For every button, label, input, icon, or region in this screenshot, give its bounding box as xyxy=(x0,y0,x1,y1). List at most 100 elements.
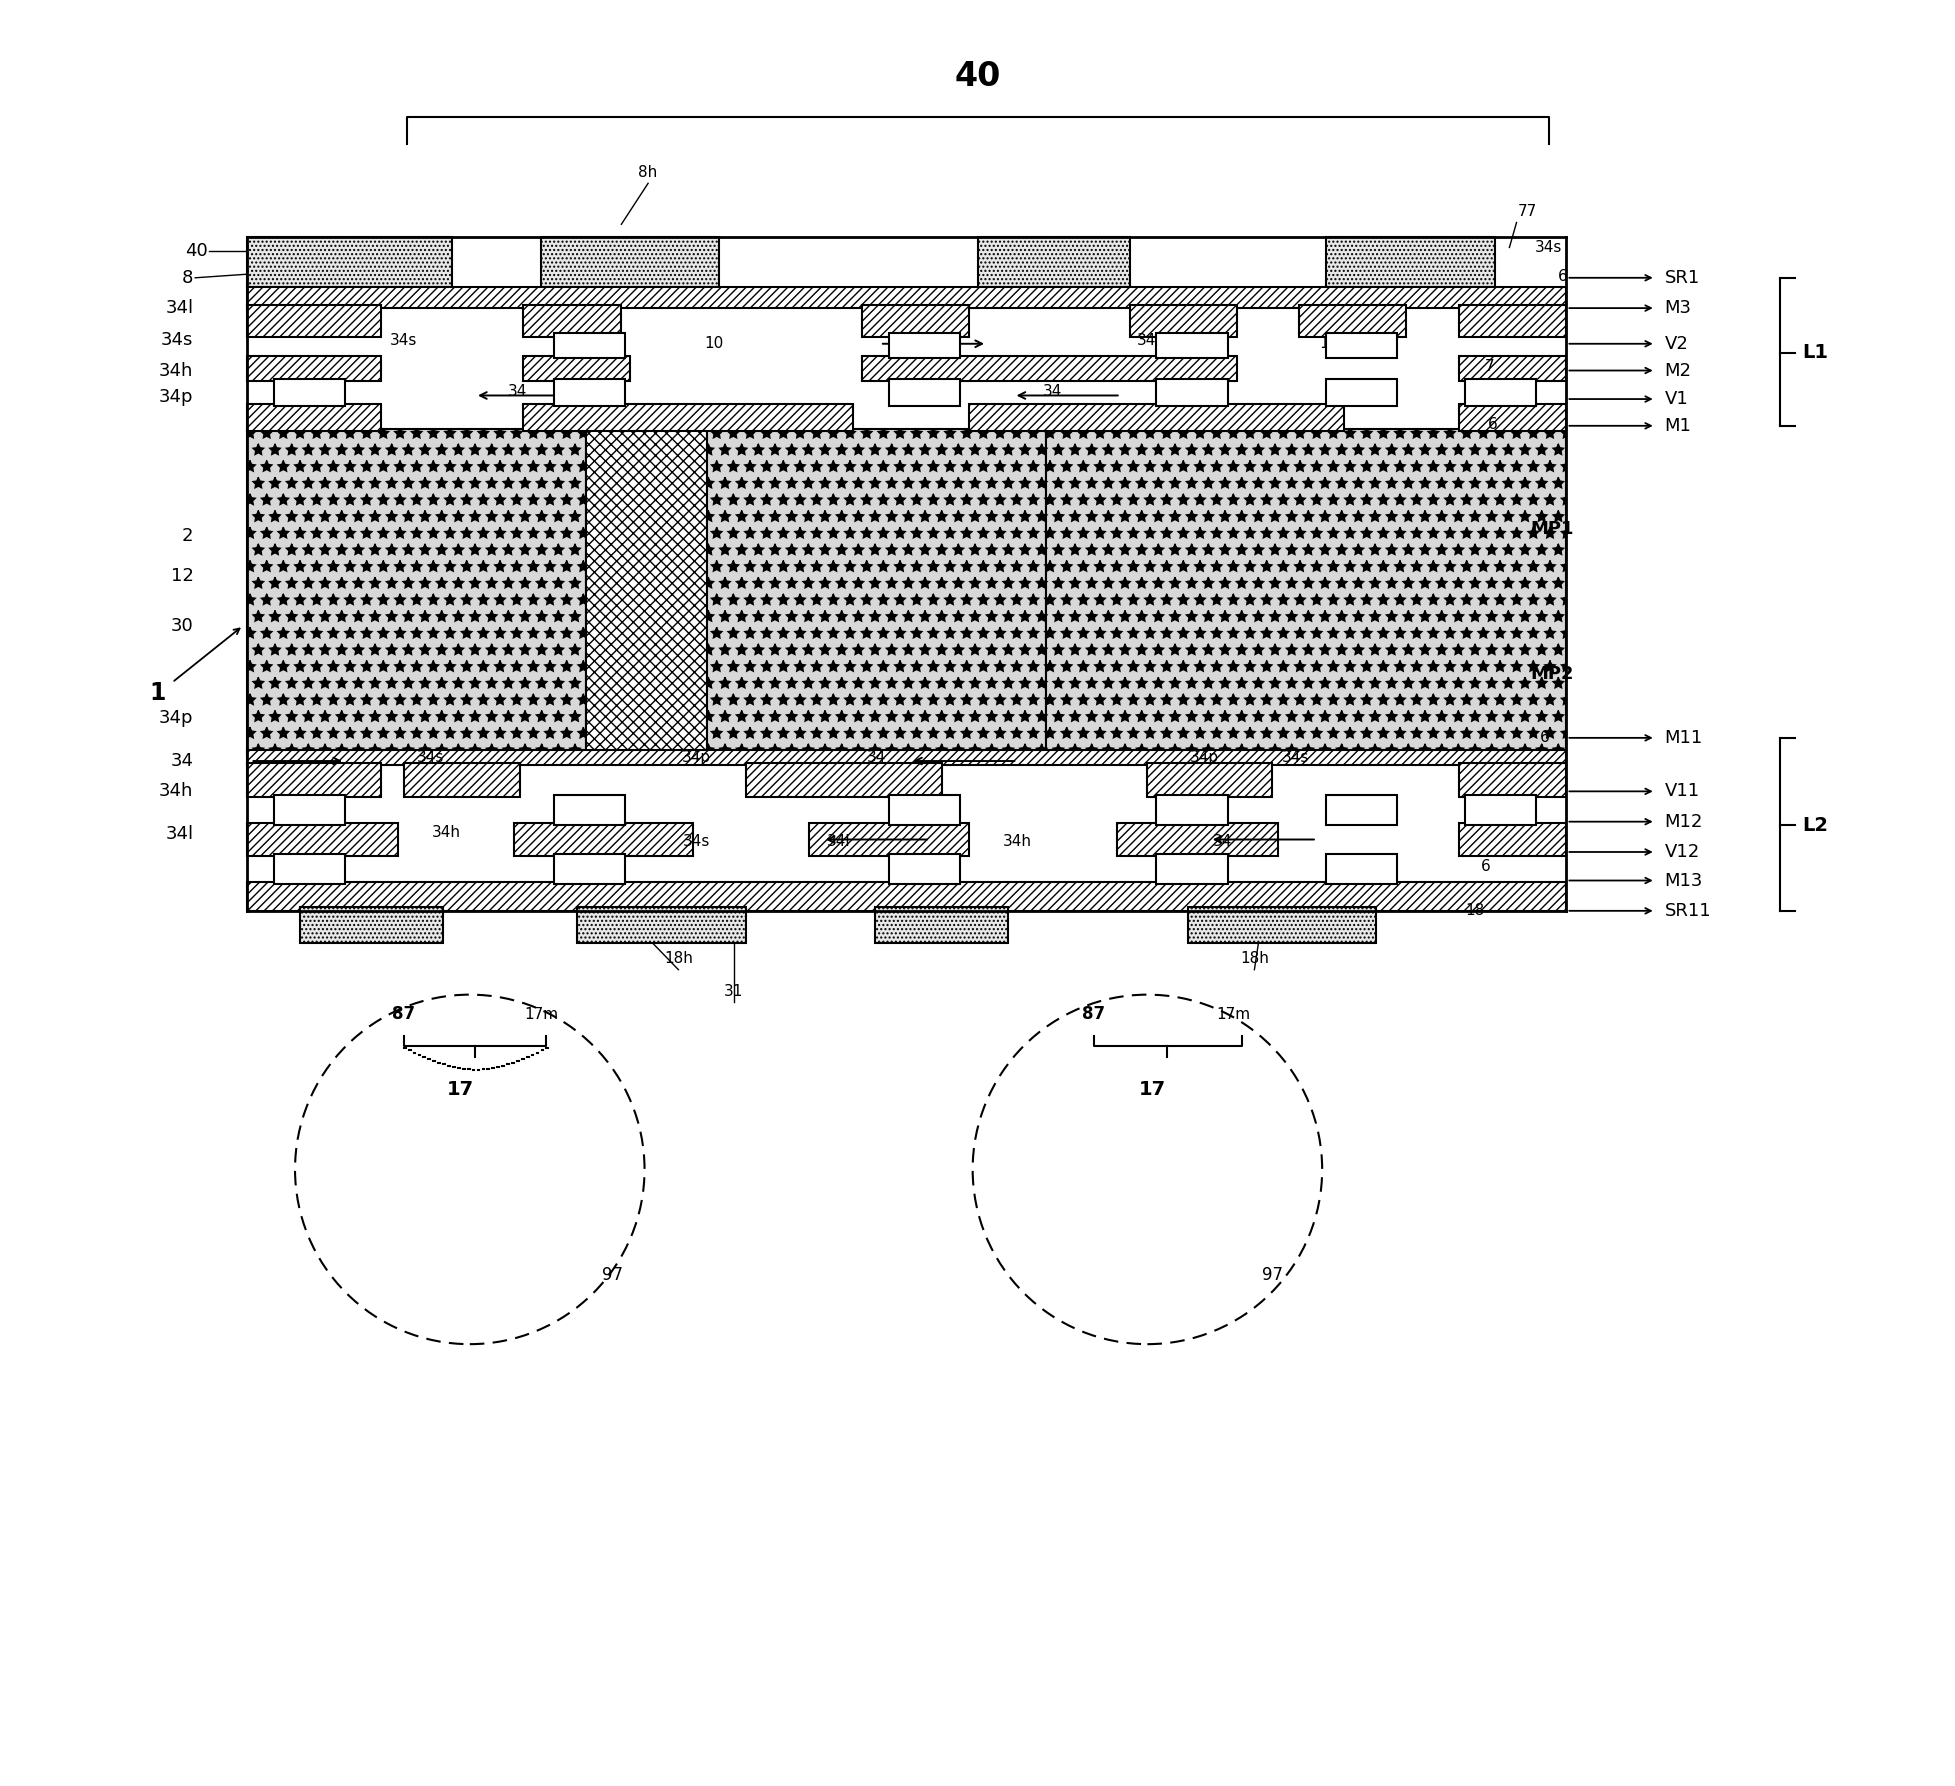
Bar xyxy=(246,882,1566,911)
Bar xyxy=(553,332,624,357)
Text: 10: 10 xyxy=(579,336,598,352)
Text: 6: 6 xyxy=(1539,730,1548,745)
Text: 17m: 17m xyxy=(1216,1007,1249,1022)
Bar xyxy=(246,763,381,797)
Bar xyxy=(1155,332,1228,357)
Bar xyxy=(745,763,942,797)
Text: 97: 97 xyxy=(602,1266,622,1284)
Bar xyxy=(1458,404,1566,430)
Bar xyxy=(1155,379,1228,405)
Bar xyxy=(978,238,1128,288)
Text: SR11: SR11 xyxy=(1664,902,1711,920)
Bar xyxy=(888,332,960,357)
Text: M11: M11 xyxy=(1664,729,1703,747)
Text: 34h: 34h xyxy=(432,825,461,839)
Bar xyxy=(246,288,1566,309)
Bar xyxy=(1046,429,1566,754)
Bar xyxy=(1325,379,1396,405)
Text: 34s: 34s xyxy=(1533,239,1560,255)
Text: 34s: 34s xyxy=(389,332,416,348)
Text: 6: 6 xyxy=(1488,389,1498,405)
Text: M13: M13 xyxy=(1664,872,1703,889)
Text: 18h: 18h xyxy=(1239,952,1269,966)
Bar xyxy=(706,429,1046,754)
Text: 10: 10 xyxy=(1320,336,1339,352)
Bar xyxy=(1116,823,1277,855)
Bar xyxy=(514,823,692,855)
Bar xyxy=(1298,305,1406,336)
Text: 34s: 34s xyxy=(1281,750,1308,764)
Text: 10: 10 xyxy=(704,336,723,352)
Text: M2: M2 xyxy=(1664,361,1691,379)
Bar xyxy=(246,238,452,288)
Bar xyxy=(1148,763,1271,797)
Bar xyxy=(1458,763,1566,797)
Text: M3: M3 xyxy=(1664,298,1691,318)
Bar xyxy=(807,823,968,855)
Bar xyxy=(1325,854,1396,884)
Bar xyxy=(246,750,1566,764)
Text: 7: 7 xyxy=(1484,359,1494,375)
Text: 34: 34 xyxy=(933,332,952,348)
Bar xyxy=(1464,795,1535,825)
Bar xyxy=(524,305,622,336)
Bar xyxy=(888,854,960,884)
Text: 34: 34 xyxy=(866,750,886,764)
Text: 87: 87 xyxy=(1081,1006,1105,1023)
Text: V11: V11 xyxy=(1664,782,1699,800)
Bar xyxy=(1464,379,1535,405)
Text: 8h: 8h xyxy=(637,164,657,180)
Text: 18h: 18h xyxy=(663,952,692,966)
Bar xyxy=(1128,305,1236,336)
Text: 34: 34 xyxy=(170,752,194,770)
Text: 17: 17 xyxy=(1138,1081,1165,1098)
Text: L2: L2 xyxy=(1801,816,1826,834)
Text: 34s: 34s xyxy=(682,834,710,848)
Text: 31: 31 xyxy=(723,984,743,998)
Text: 6: 6 xyxy=(1556,268,1566,284)
Bar xyxy=(1189,907,1374,943)
Bar xyxy=(888,795,960,825)
Text: 34s: 34s xyxy=(416,750,444,764)
Text: 87: 87 xyxy=(393,1006,414,1023)
Bar xyxy=(246,404,381,430)
Bar xyxy=(968,404,1343,430)
Text: 97: 97 xyxy=(1261,1266,1282,1284)
Text: 6: 6 xyxy=(1480,859,1490,873)
Text: L1: L1 xyxy=(1801,343,1826,363)
Bar xyxy=(274,854,344,884)
Bar xyxy=(403,763,520,797)
Bar xyxy=(246,429,585,754)
Bar xyxy=(585,429,706,754)
Bar xyxy=(246,355,381,380)
Bar xyxy=(274,379,344,405)
Text: 34h: 34h xyxy=(1003,834,1030,848)
Text: 34: 34 xyxy=(1042,384,1062,400)
Bar xyxy=(274,795,344,825)
Text: 34s: 34s xyxy=(1136,332,1163,348)
Bar xyxy=(553,795,624,825)
Bar xyxy=(553,854,624,884)
Bar xyxy=(542,238,719,288)
Text: 34p: 34p xyxy=(682,750,710,764)
Text: 34p: 34p xyxy=(158,709,194,727)
Text: 40: 40 xyxy=(186,243,207,261)
Text: V1: V1 xyxy=(1664,389,1687,407)
Bar xyxy=(301,907,442,943)
Text: V12: V12 xyxy=(1664,843,1699,861)
Bar xyxy=(1155,854,1228,884)
Text: 8: 8 xyxy=(182,268,194,288)
Text: M1: M1 xyxy=(1664,416,1691,434)
Bar xyxy=(862,305,968,336)
Bar xyxy=(553,379,624,405)
Bar xyxy=(1325,238,1494,288)
Text: 1: 1 xyxy=(149,680,166,705)
Text: MP2: MP2 xyxy=(1531,664,1574,682)
Text: 34: 34 xyxy=(508,384,528,400)
Text: 34l: 34l xyxy=(827,834,850,848)
Bar xyxy=(524,404,852,430)
Bar xyxy=(1458,823,1566,855)
Bar xyxy=(1325,332,1396,357)
Text: 34p: 34p xyxy=(1189,750,1218,764)
Bar xyxy=(577,907,745,943)
